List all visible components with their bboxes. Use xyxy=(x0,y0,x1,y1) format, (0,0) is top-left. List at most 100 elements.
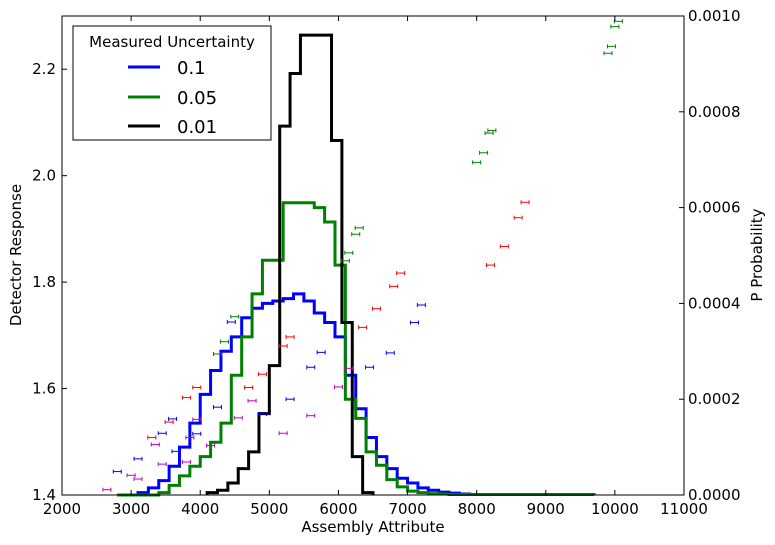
y-right-tick-label: 0.0008 xyxy=(688,103,741,121)
scatter-point xyxy=(513,215,523,220)
scatter-point xyxy=(247,398,257,403)
scatter-point xyxy=(351,232,361,237)
scatter-point xyxy=(213,405,222,410)
scatter-point xyxy=(389,284,399,289)
scatter-point xyxy=(358,325,368,330)
scatter-point xyxy=(164,420,174,425)
legend-label-1: 0.05 xyxy=(177,88,217,109)
scatter-point xyxy=(230,314,240,319)
scatter-point xyxy=(285,397,295,402)
scatter-point xyxy=(181,460,191,465)
scatter-point xyxy=(226,320,236,325)
scatter-point xyxy=(285,334,295,339)
scatter-point xyxy=(385,350,395,355)
scatter-point xyxy=(344,250,354,255)
plot-frame xyxy=(61,15,685,496)
scatter-point xyxy=(257,412,267,417)
scatter-point xyxy=(365,365,375,370)
y-right-tick-label: 0.0004 xyxy=(688,294,741,312)
scatter-point xyxy=(133,456,143,461)
scatter-point xyxy=(606,44,616,49)
x-tick-label: 8000 xyxy=(458,500,496,518)
scatter-point xyxy=(306,413,316,418)
scatter-point xyxy=(181,395,191,400)
legend-label-2: 0.01 xyxy=(177,117,217,138)
scatter-point xyxy=(333,384,343,389)
y-right-axis-ticks: 0.0000 0.0002 0.0004 0.0006 0.0008 0.0010 xyxy=(679,7,741,504)
scatter-point xyxy=(344,366,354,371)
scatter-point xyxy=(278,343,288,348)
x-tick-label: 3000 xyxy=(112,500,150,518)
scatter-point xyxy=(213,351,222,356)
scatter-point xyxy=(157,431,167,436)
series-layer xyxy=(117,33,596,497)
y-right-tick-label: 0.0000 xyxy=(688,486,741,504)
scatter-point xyxy=(102,487,112,492)
scatter-point xyxy=(185,435,195,440)
scatter-point xyxy=(147,435,157,440)
x-tick-label: 2000 xyxy=(43,500,81,518)
scatter-point xyxy=(192,431,202,436)
y-left-tick-label: 1.6 xyxy=(32,380,56,398)
y-left-tick-label: 1.4 xyxy=(32,486,56,504)
scatter-point xyxy=(409,320,419,325)
y-left-tick-label: 2.0 xyxy=(32,167,56,185)
y-right-axis-label: P Probability xyxy=(748,208,766,301)
y-right-tick-label: 0.0006 xyxy=(688,199,741,217)
y-right-tick-label: 0.0002 xyxy=(688,390,741,408)
scatter-point xyxy=(126,473,136,478)
scatter-point xyxy=(278,431,288,436)
scatter-point xyxy=(610,24,620,29)
scatter-point xyxy=(396,271,406,276)
scatter-point xyxy=(150,442,160,447)
x-tick-label: 6000 xyxy=(319,500,357,518)
scatter-point xyxy=(603,51,613,56)
scatter-point xyxy=(416,302,426,307)
scatter-point xyxy=(219,339,229,344)
scatter-point xyxy=(192,385,202,390)
scatter-point xyxy=(613,19,623,24)
series-line-0 xyxy=(117,292,482,497)
legend-title: Measured Uncertainty xyxy=(89,33,255,51)
x-tick-label: 4000 xyxy=(181,500,219,518)
x-tick-label: 7000 xyxy=(388,500,426,518)
x-tick-label: 5000 xyxy=(250,500,288,518)
legend: Measured Uncertainty 0.1 0.05 0.01 xyxy=(72,25,272,141)
scatter-point xyxy=(484,131,494,136)
x-axis-ticks: 2000 3000 4000 5000 6000 7000 8000 9000 10000 110… xyxy=(43,16,708,518)
scatter-point xyxy=(112,469,122,474)
scatter-layer xyxy=(102,19,623,492)
x-tick-label: 11000 xyxy=(660,500,708,518)
scatter-point xyxy=(479,150,489,155)
scatter-point xyxy=(168,416,178,421)
y-left-axis-ticks: 1.4 1.6 1.8 2.0 2.2 xyxy=(32,60,67,504)
scatter-point xyxy=(257,372,267,377)
scatter-point xyxy=(487,128,497,133)
series-line-2 xyxy=(205,33,375,495)
y-left-tick-label: 2.2 xyxy=(32,60,56,78)
legend-label-0: 0.1 xyxy=(177,58,206,79)
legend-box xyxy=(72,25,272,141)
scatter-point xyxy=(520,200,530,205)
scatter-point xyxy=(499,244,509,249)
scatter-point xyxy=(354,225,364,230)
scatter-point xyxy=(171,449,181,454)
scatter-point xyxy=(485,263,495,268)
scatter-point xyxy=(340,258,350,263)
scatter-point xyxy=(244,385,254,390)
scatter-point xyxy=(192,417,202,422)
series-line-1 xyxy=(117,201,596,497)
y-right-tick-label: 0.0010 xyxy=(688,7,741,25)
x-tick-label: 9000 xyxy=(527,500,565,518)
scatter-point xyxy=(306,365,316,370)
x-axis-label: Assembly Attribute xyxy=(301,518,444,536)
x-tick-label: 10000 xyxy=(591,500,639,518)
scatter-point xyxy=(316,350,326,355)
scatter-point xyxy=(206,443,216,448)
scatter-point xyxy=(133,477,143,482)
scatter-point xyxy=(371,306,381,311)
scatter-point xyxy=(472,160,482,165)
y-left-axis-label: Detector Response xyxy=(7,184,25,326)
y-left-tick-label: 1.8 xyxy=(32,273,56,291)
